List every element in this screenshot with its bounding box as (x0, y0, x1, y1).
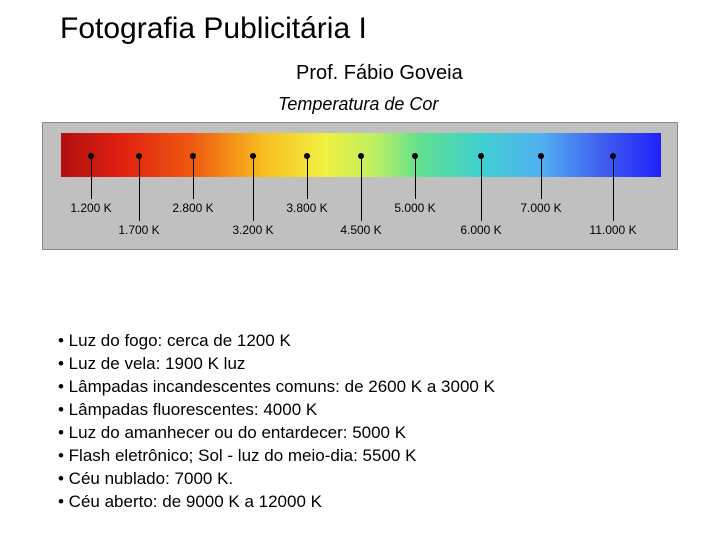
spectrum-marker (250, 153, 256, 159)
spectrum-tick-label: 6.000 K (460, 223, 501, 237)
spectrum-tick (139, 159, 140, 221)
spectrum-tick-label: 2.800 K (172, 201, 213, 215)
spectrum-marker (136, 153, 142, 159)
page-title: Fotografia Publicitária I (60, 12, 367, 46)
spectrum-tick-label: 1.700 K (118, 223, 159, 237)
spectrum-marker (478, 153, 484, 159)
spectrum-marker (88, 153, 94, 159)
bullet-item: • Luz de vela: 1900 K luz (58, 353, 495, 376)
spectrum-marker (358, 153, 364, 159)
bullet-item: • Luz do amanhecer ou do entardecer: 500… (58, 422, 495, 445)
spectrum-tick-label: 5.000 K (394, 201, 435, 215)
spectrum-marker (610, 153, 616, 159)
spectrum-block: 1.200 K 1.700 K 2.800 K 3.200 K 3.800 K 4.500… (42, 122, 678, 250)
spectrum-marker (190, 153, 196, 159)
subtitle: Temperatura de Cor (278, 94, 438, 115)
spectrum-tick (307, 159, 308, 199)
spectrum-tick (613, 159, 614, 221)
bullet-item: • Céu aberto: de 9000 K a 12000 K (58, 491, 495, 514)
spectrum-tick-label: 11.000 K (589, 223, 636, 237)
spectrum-marker (304, 153, 310, 159)
bullet-item: • Flash eletrônico; Sol - luz do meio-di… (58, 445, 495, 468)
spectrum-tick (193, 159, 194, 199)
spectrum-tick (91, 159, 92, 199)
spectrum-tick (253, 159, 254, 221)
spectrum-tick-label: 3.200 K (232, 223, 273, 237)
spectrum-tick-label: 4.500 K (340, 223, 381, 237)
professor-line: Prof. Fábio Goveia (296, 62, 463, 85)
spectrum-tick-label: 3.800 K (286, 201, 327, 215)
bullet-item: • Céu nublado: 7000 K. (58, 468, 495, 491)
bullet-item: • Lâmpadas incandescentes comuns: de 260… (58, 376, 495, 399)
spectrum-tick (481, 159, 482, 221)
spectrum-tick (541, 159, 542, 199)
bullet-list: • Luz do fogo: cerca de 1200 K• Luz de v… (58, 330, 495, 514)
spectrum-marker (538, 153, 544, 159)
spectrum-tick-label: 1.200 K (70, 201, 111, 215)
bullet-item: • Luz do fogo: cerca de 1200 K (58, 330, 495, 353)
spectrum-tick (361, 159, 362, 221)
bullet-item: • Lâmpadas fluorescentes: 4000 K (58, 399, 495, 422)
spectrum-tick (415, 159, 416, 199)
spectrum-tick-label: 7.000 K (520, 201, 561, 215)
spectrum-marker (412, 153, 418, 159)
